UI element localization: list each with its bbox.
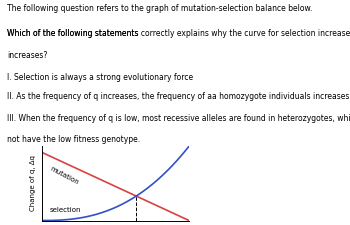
Text: III. When the frequency of q is low, most recessive alleles are found in heteroz: III. When the frequency of q is low, mos… (7, 114, 350, 123)
Text: II. As the frequency of q increases, the frequency of aa homozygote individuals : II. As the frequency of q increases, the… (7, 92, 349, 101)
Text: mutation: mutation (49, 166, 80, 186)
Text: selection: selection (49, 207, 81, 213)
Text: not have the low fitness genotype.: not have the low fitness genotype. (7, 135, 140, 144)
Text: Which of the following statements: Which of the following statements (7, 29, 141, 38)
Text: The following question refers to the graph of mutation-selection balance below.: The following question refers to the gra… (7, 4, 312, 13)
Text: increases?: increases? (7, 51, 47, 60)
Text: Which of the following statements: Which of the following statements (7, 51, 141, 60)
Text: Which of the following statements correctly explains why the curve for selection: Which of the following statements correc… (7, 29, 350, 38)
Text: I. Selection is always a strong evolutionary force: I. Selection is always a strong evolutio… (7, 73, 193, 82)
Y-axis label: Change of q, Δq: Change of q, Δq (30, 155, 36, 211)
